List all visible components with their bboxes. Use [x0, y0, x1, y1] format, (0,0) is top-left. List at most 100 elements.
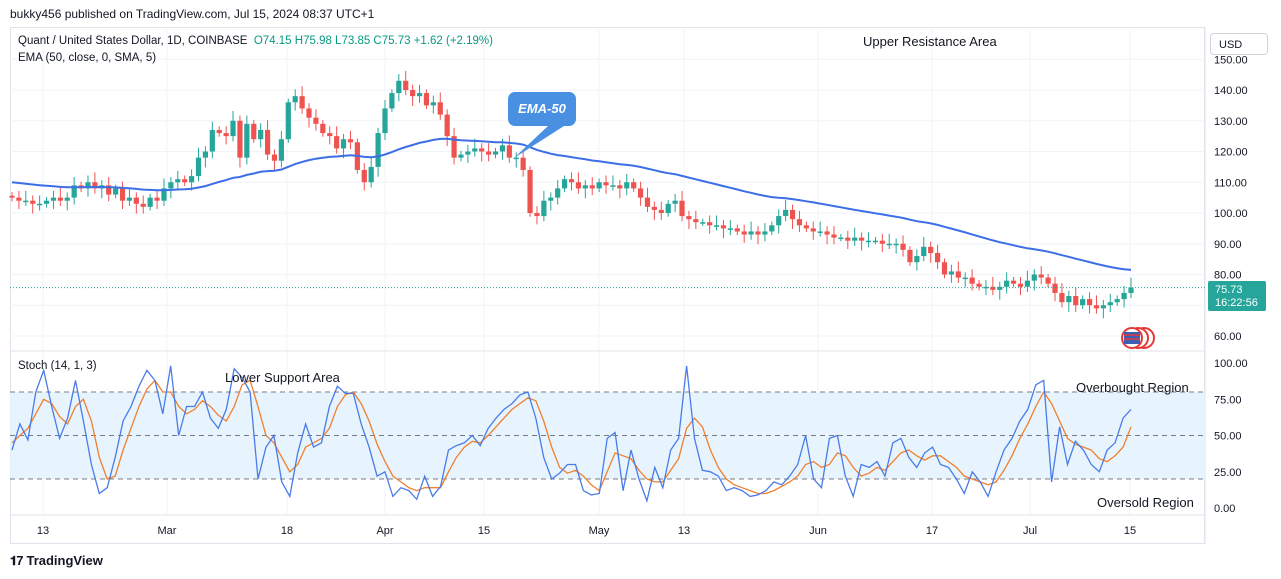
candle-body — [796, 219, 803, 226]
candle-body — [644, 197, 651, 207]
candle-body — [1093, 305, 1100, 309]
candle — [748, 221, 754, 240]
time-tick-label: 17 — [926, 525, 938, 537]
candle-body — [465, 151, 471, 155]
candle-body — [1004, 280, 1010, 287]
stoch-tick-label: 0.00 — [1214, 503, 1235, 515]
symbol-legend[interactable]: Quant / United States Dollar, 1D, COINBA… — [18, 35, 493, 47]
candle — [154, 190, 160, 210]
candle-body — [299, 96, 305, 109]
candle-body — [251, 123, 257, 140]
ema-legend[interactable]: EMA (50, close, 0, SMA, 5) — [18, 52, 157, 64]
candle — [327, 126, 333, 145]
candle-body — [1073, 296, 1079, 306]
candle — [361, 163, 367, 191]
candle-body — [423, 93, 430, 106]
candle — [610, 175, 616, 191]
candle — [147, 193, 153, 211]
candle-body — [679, 200, 685, 217]
candle — [99, 180, 105, 199]
candle-body — [748, 231, 754, 235]
candle-body — [278, 139, 284, 161]
candle-body — [161, 188, 167, 201]
candle-body — [520, 157, 526, 170]
candle-body — [64, 197, 70, 201]
candle — [886, 233, 892, 249]
time-tick-label: 13 — [37, 525, 49, 537]
candle-body — [1114, 299, 1120, 303]
candle — [679, 190, 685, 222]
tradingview-logo[interactable]: 𝟏7 TradingView — [10, 553, 103, 569]
candle — [589, 177, 595, 196]
candle — [1045, 273, 1051, 288]
candle — [1038, 266, 1044, 285]
candle — [299, 86, 305, 114]
candle-body — [334, 136, 340, 149]
candle-body — [589, 185, 595, 189]
price-tick-label: 150.00 — [1214, 54, 1248, 66]
candle-body — [1121, 292, 1127, 300]
candle-body — [396, 80, 402, 94]
candle — [237, 115, 243, 168]
candle — [1100, 300, 1106, 319]
candle — [368, 157, 374, 188]
candle-body — [71, 185, 77, 198]
candle-body — [686, 216, 692, 220]
stoch-tick-label: 25.00 — [1214, 467, 1242, 479]
candle-body — [831, 234, 837, 238]
tradingview-logo-icon: 𝟏7 — [10, 553, 24, 568]
candle — [9, 192, 15, 202]
candle — [976, 280, 982, 291]
candle-body — [603, 182, 609, 186]
candle — [479, 143, 485, 162]
candle — [713, 215, 720, 231]
candle — [126, 187, 133, 206]
candle — [575, 172, 582, 194]
candle — [755, 226, 761, 245]
candle-body — [727, 228, 733, 230]
candle-body — [119, 188, 126, 201]
candle — [1052, 276, 1058, 302]
candle — [396, 74, 402, 102]
published-by-text: bukky456 published on TradingView.com, J… — [10, 7, 375, 21]
candle-body — [506, 145, 512, 158]
candle-body — [458, 154, 464, 158]
candle-body — [258, 129, 264, 140]
currency-button[interactable]: USD — [1210, 33, 1268, 55]
candle — [416, 84, 423, 103]
price-tick-label: 60.00 — [1214, 331, 1242, 343]
candle-body — [713, 225, 720, 227]
candle — [437, 92, 443, 120]
candle — [278, 130, 284, 168]
stoch-levels — [10, 391, 1205, 480]
candle-body — [561, 179, 568, 189]
candle-body — [182, 179, 188, 183]
candle — [285, 98, 291, 143]
candle-body — [271, 154, 278, 161]
candle — [783, 200, 789, 222]
candle-body — [720, 225, 727, 229]
candle-body — [1052, 283, 1058, 293]
candle-body — [527, 169, 533, 213]
candle — [1080, 295, 1086, 309]
candle — [997, 281, 1003, 300]
candle — [617, 180, 623, 199]
candle-body — [444, 114, 450, 137]
price-axis: 150.00 140.00 130.00 120.00 110.00 100.00 90.0… — [1214, 54, 1248, 343]
candle-body — [43, 200, 50, 204]
stoch-legend[interactable]: Stoch (14, 1, 3) — [18, 360, 97, 372]
candle-body — [451, 136, 457, 158]
candle-body — [188, 176, 195, 183]
candle-body — [195, 157, 202, 177]
candle-body — [769, 225, 775, 232]
candle-body — [934, 252, 941, 263]
candle-body — [734, 228, 740, 232]
candle — [423, 89, 430, 110]
candle — [637, 181, 644, 206]
candle — [513, 152, 519, 168]
candle-body — [810, 228, 816, 232]
time-tick-label: Mar — [158, 525, 177, 537]
candle — [209, 121, 215, 159]
candle-body — [437, 102, 443, 115]
